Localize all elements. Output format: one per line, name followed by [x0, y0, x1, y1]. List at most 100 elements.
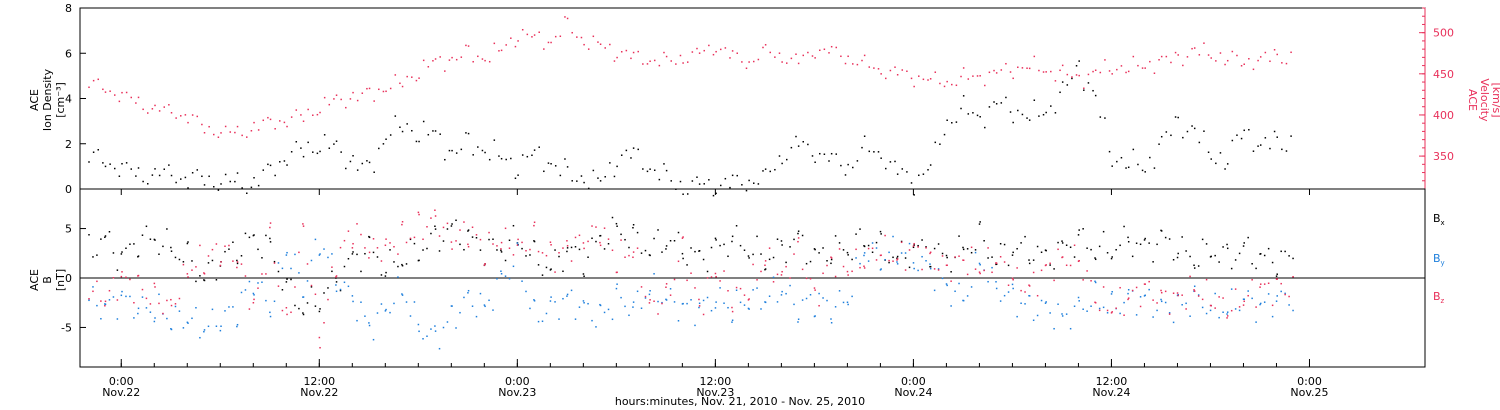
- bottom-point-bz: [913, 242, 915, 245]
- bottom-point-bx: [463, 248, 465, 251]
- top-point-density: [262, 169, 265, 171]
- bottom-point-bz: [912, 245, 915, 247]
- bottom-point-bz: [1090, 280, 1092, 282]
- bottom-point-bx: [665, 245, 668, 247]
- bottom-point-bz: [88, 298, 90, 300]
- bottom-point-bx: [1003, 243, 1006, 246]
- bottom-point-by: [1123, 301, 1125, 304]
- bottom-point-bx: [455, 219, 457, 222]
- top-point-density: [1269, 147, 1271, 150]
- top-point-density: [752, 182, 755, 184]
- top-point-velocity: [927, 79, 929, 81]
- bottom-point-bx: [228, 248, 230, 250]
- bottom-point-bz: [1024, 291, 1026, 293]
- bottom-point-bz: [545, 254, 548, 257]
- bottom-tick-label: -5: [61, 321, 72, 334]
- top-point-density: [220, 183, 222, 185]
- bottom-point-by: [525, 290, 527, 293]
- bottom-point-bx: [372, 251, 375, 254]
- top-point-density: [1071, 77, 1073, 80]
- bottom-point-by: [1086, 310, 1088, 312]
- bottom-point-bx: [1263, 254, 1266, 257]
- top-point-velocity: [1017, 66, 1019, 69]
- bottom-point-bx: [578, 248, 581, 251]
- bottom-point-bz: [653, 300, 655, 302]
- bottom-point-bx: [1280, 250, 1282, 253]
- bottom-point-bx: [661, 251, 663, 253]
- bottom-point-bx: [632, 223, 635, 226]
- bottom-point-bz: [710, 276, 713, 278]
- top-point-density: [823, 153, 826, 155]
- top-point-velocity: [444, 70, 446, 72]
- top-point-density: [972, 112, 974, 114]
- top-point-velocity: [736, 52, 738, 54]
- top-point-density: [1276, 136, 1278, 138]
- bottom-point-bz: [715, 275, 717, 278]
- bottom-point-bz: [1181, 294, 1183, 296]
- top-point-velocity: [984, 84, 986, 87]
- bottom-point-bz: [842, 265, 845, 268]
- bottom-point-bz: [158, 302, 160, 305]
- top-point-velocity: [1075, 74, 1078, 76]
- top-point-velocity: [378, 88, 380, 91]
- bottom-point-by: [558, 318, 560, 320]
- bottom-point-by: [1111, 291, 1113, 293]
- top-point-velocity: [279, 120, 281, 122]
- top-point-velocity: [1012, 77, 1014, 80]
- bottom-point-by: [880, 268, 882, 270]
- bottom-point-bz: [1160, 289, 1162, 292]
- top-point-velocity: [170, 112, 173, 114]
- bottom-point-bx: [1168, 238, 1171, 240]
- top-point-velocity: [295, 109, 298, 111]
- bottom-point-bx: [1012, 251, 1014, 254]
- top-point-density: [484, 151, 486, 154]
- bottom-point-bz: [1082, 279, 1084, 281]
- bottom-point-bz: [846, 270, 849, 273]
- bottom-point-bz: [566, 240, 568, 242]
- top-point-velocity: [1243, 63, 1245, 65]
- top-point-density: [576, 180, 578, 182]
- top-point-density: [790, 146, 793, 149]
- bottom-point-bx: [475, 237, 478, 239]
- bottom-point-by: [364, 315, 366, 317]
- bottom-point-by: [413, 301, 416, 303]
- top-point-density: [427, 133, 430, 136]
- top-point-velocity: [946, 80, 948, 83]
- bottom-point-bx: [236, 259, 238, 262]
- bottom-point-by: [1168, 312, 1171, 314]
- top-point-velocity: [797, 62, 800, 65]
- bottom-point-bz: [1061, 256, 1064, 258]
- bottom-point-by: [785, 292, 787, 295]
- bottom-point-bz: [318, 336, 321, 339]
- bottom-point-by: [158, 293, 160, 296]
- bottom-point-by: [467, 289, 470, 292]
- bottom-point-bz: [1131, 289, 1134, 292]
- x-tick-label: 0:00: [901, 375, 926, 388]
- bottom-point-by: [937, 268, 940, 270]
- bottom-point-bz: [747, 299, 750, 301]
- bottom-point-by: [277, 262, 280, 264]
- bottom-point-bz: [669, 294, 672, 296]
- top-right-ylabel-line3: [km/s]: [1490, 82, 1500, 117]
- top-point-density: [1087, 82, 1090, 84]
- bottom-point-bx: [269, 237, 271, 240]
- bottom-point-bx: [368, 236, 371, 239]
- bottom-point-by: [896, 263, 899, 265]
- top-point-velocity: [934, 71, 937, 73]
- top-point-velocity: [712, 53, 715, 56]
- top-point-density: [439, 133, 441, 135]
- top-point-density: [241, 187, 243, 189]
- bottom-point-by: [863, 252, 866, 254]
- bottom-point-by: [286, 251, 288, 254]
- top-point-velocity: [300, 114, 302, 116]
- bottom-point-bx: [1193, 267, 1196, 269]
- top-point-velocity: [1092, 70, 1094, 73]
- bottom-point-bx: [450, 225, 453, 227]
- top-point-density: [1191, 125, 1193, 127]
- bottom-point-by: [261, 281, 263, 283]
- bottom-point-by: [219, 329, 222, 332]
- top-point-density: [835, 153, 838, 155]
- top-point-velocity: [830, 45, 833, 48]
- bottom-point-bz: [269, 226, 271, 229]
- bottom-point-bx: [451, 223, 453, 225]
